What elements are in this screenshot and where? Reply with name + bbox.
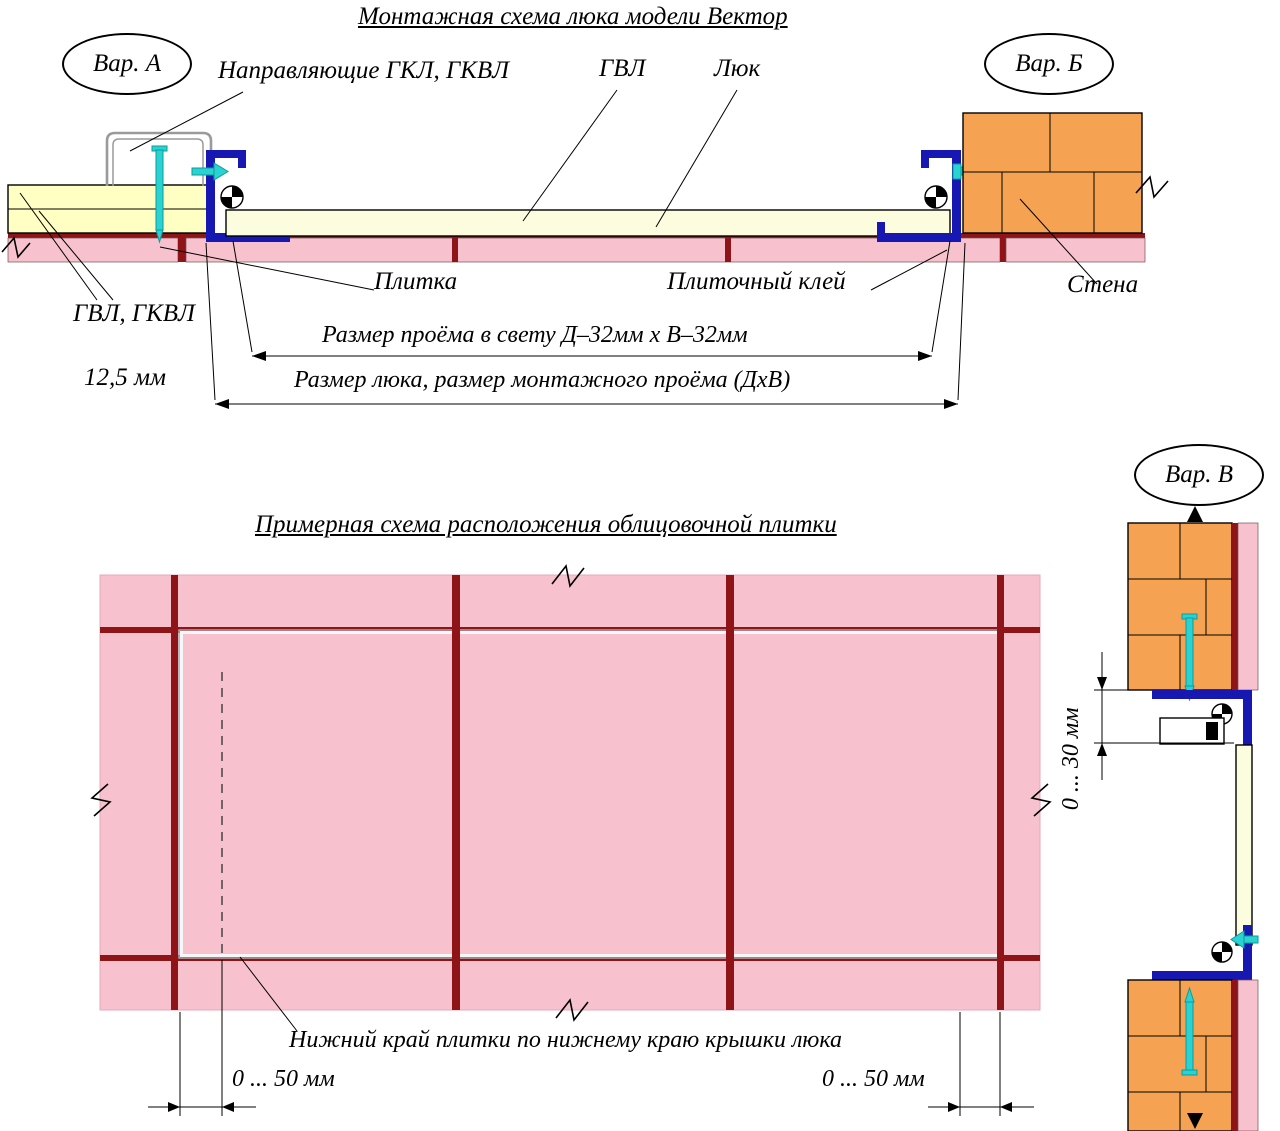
screw-left-icon [151,145,168,244]
label-thickness: 12,5 мм [84,364,166,391]
variant-b-badge: Вар. Б [984,33,1114,95]
side-frame-top [1152,690,1252,745]
tile-layout-title: Примерная схема расположения облицовочно… [255,511,837,538]
side-section-diagram [1094,506,1259,1131]
break-arrow-icon [1187,1113,1203,1129]
variant-a-badge: Вар. А [62,33,192,95]
leader-lines [19,89,1098,301]
label-bottom-edge: Нижний край плитки по нижнему краю крышк… [289,1027,842,1053]
break-mark [1,236,31,259]
break-mark [1135,175,1169,199]
hatch-frame-left [191,150,290,242]
tile-layout-diagram [90,564,1052,1116]
gvl-boards [7,184,208,234]
dimension-offset-right [928,1012,1034,1116]
label-gvl-gkvl: ГВЛ, ГКВЛ [73,300,195,327]
label-gvl: ГВЛ [599,55,646,82]
label-tile: Плитка [374,268,458,295]
dimension-opening [232,240,951,361]
variant-v-badge: Вар. В [1134,444,1264,506]
cross-section-diagram [1,89,1169,409]
tile-field [99,574,1041,1011]
side-door-panel [1235,744,1253,946]
break-mark [1030,783,1052,817]
break-mark [551,564,585,588]
label-wall: Стена [1067,271,1139,298]
arrow-left-icon [1243,935,1259,944]
hatch-frame-right [877,150,961,242]
label-offset-left: 0 ... 50 мм [232,1066,335,1092]
side-frame-bottom [1152,925,1259,980]
label-glue: Плиточный клей [667,268,846,295]
break-mark [555,998,589,1022]
metal-profile [105,131,213,186]
tile-adhesive-layer [7,233,1146,263]
page-title: Монтажная схема люка модели Вектор [358,3,788,30]
dimension-offset-left [148,960,256,1116]
dimension-offset-side [1094,652,1234,780]
brick-wall-bottom [1127,979,1259,1131]
dimension-hatch-size [205,242,966,409]
label-offset-side: 0 ... 30 мм [1058,707,1085,811]
brick-wall [962,112,1143,234]
break-mark [90,783,112,817]
break-arrow-icon [1187,506,1203,522]
label-hatch: Люк [714,55,761,82]
label-offset-right: 0 ... 50 мм [822,1066,925,1092]
hatch-door-board [225,209,951,237]
screw-bottom-icon [1181,986,1198,1076]
dimension-opening-text: Размер проёма в свету Д–32мм х В–32мм [322,322,748,348]
dimension-hatch-text: Размер люка, размер монтажного проёма (Д… [294,367,791,393]
label-rails: Направляющие ГКЛ, ГКВЛ [218,57,510,84]
arrow-right-icon [191,167,215,176]
brick-wall-top [1127,522,1259,691]
